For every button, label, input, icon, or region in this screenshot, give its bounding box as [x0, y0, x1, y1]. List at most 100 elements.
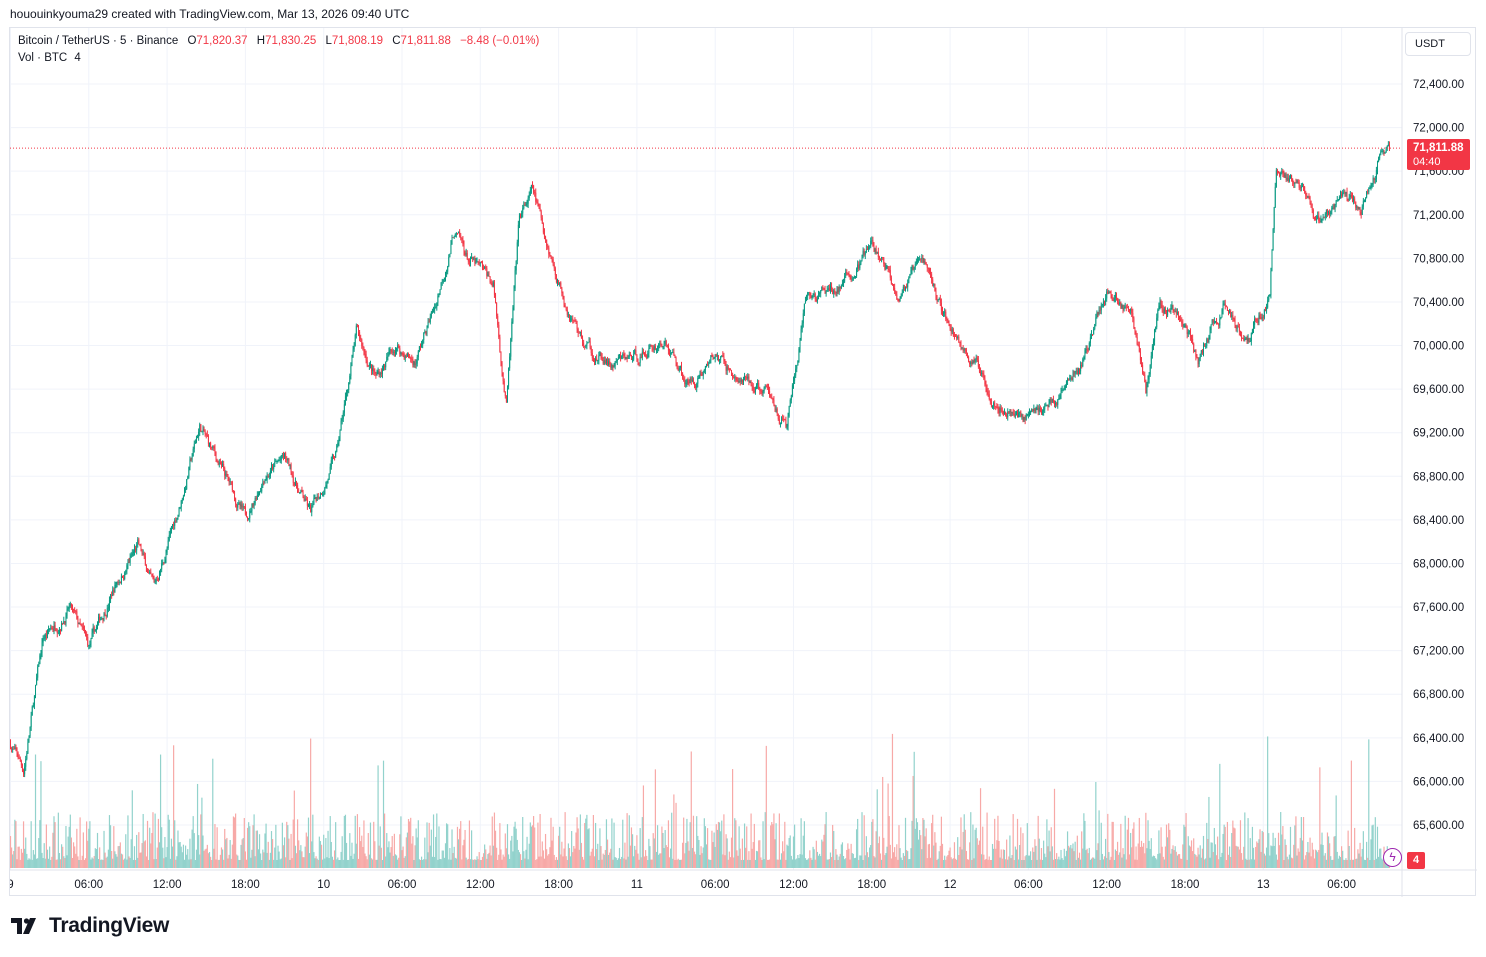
- candle-body: [1234, 319, 1236, 326]
- volume-bar: [935, 842, 937, 868]
- chart-frame[interactable]: 72,400.00 72,000.00 71,600.00 71,200.00 70,8…: [9, 27, 1477, 897]
- volume-bar: [184, 845, 187, 868]
- volume-bar: [600, 846, 602, 868]
- volume-bar: [337, 857, 339, 868]
- volume-bar: [574, 848, 576, 868]
- volume-bar: [517, 849, 519, 868]
- candle-body: [278, 460, 280, 462]
- volume-bar: [848, 848, 850, 868]
- volume-bar: [833, 831, 835, 868]
- candle-body: [1188, 330, 1190, 333]
- volume-bar: [1255, 846, 1257, 868]
- volume-bar: [936, 859, 938, 868]
- volume-bar: [64, 858, 66, 868]
- volume-bar: [477, 859, 479, 868]
- volume-bar: [852, 853, 854, 868]
- candle-body: [877, 251, 879, 258]
- volume-bar: [245, 859, 248, 868]
- candle-body: [406, 354, 408, 357]
- candle-body: [1033, 408, 1035, 411]
- volume-bar: [499, 823, 501, 868]
- candle-body: [922, 257, 924, 263]
- candle-body: [350, 365, 352, 376]
- candle-body: [434, 307, 436, 311]
- candle-body: [688, 382, 690, 384]
- volume-bar: [1307, 841, 1309, 868]
- candle-body: [928, 268, 930, 272]
- candle-body: [105, 615, 107, 617]
- candle-body: [1189, 330, 1191, 337]
- candle-body: [1371, 184, 1373, 187]
- candle-body: [241, 504, 243, 508]
- symbol-label[interactable]: Bitcoin / TetherUS · 5 · Binance: [18, 35, 179, 47]
- candle-body: [1231, 315, 1233, 317]
- candle-body: [748, 376, 750, 382]
- volume-bar: [1211, 842, 1213, 868]
- candle-body: [114, 584, 116, 592]
- candle-body: [857, 264, 859, 269]
- volume-bar: [286, 821, 288, 868]
- volume-bar: [231, 844, 233, 868]
- volume-bar: [125, 834, 127, 868]
- volume-bar: [1018, 859, 1020, 868]
- currency-button[interactable]: USDT: [1405, 32, 1471, 56]
- volume-bar: [878, 836, 881, 868]
- volume-bar: [448, 859, 450, 868]
- candle-body: [1045, 405, 1047, 407]
- volume-bar: [940, 816, 942, 868]
- volume-bar: [549, 847, 551, 868]
- volume-bar: [121, 854, 124, 868]
- volume-bar: [248, 822, 250, 868]
- flash-icon[interactable]: ϟ: [1383, 848, 1402, 867]
- candle-body: [575, 321, 577, 324]
- candle-body: [1303, 186, 1305, 188]
- candle-body: [1220, 316, 1222, 319]
- volume-bar: [962, 831, 964, 868]
- candle-body: [807, 292, 809, 296]
- candle-body: [1147, 379, 1149, 384]
- candle-body: [443, 277, 445, 280]
- volume-bar: [525, 849, 527, 868]
- volume-bar: [956, 859, 958, 868]
- volume-bar: [888, 816, 890, 868]
- candle-body: [54, 625, 56, 629]
- volume-bar: [1315, 850, 1318, 868]
- volume-bar: [151, 832, 153, 868]
- candle-body: [1163, 308, 1165, 314]
- volume-bar: [275, 824, 277, 868]
- candle-body: [993, 402, 995, 406]
- candle-body: [1292, 179, 1294, 183]
- volume-bar: [86, 821, 88, 868]
- price-chart[interactable]: 72,400.0072,000.0071,600.0071,200.0070,8…: [10, 28, 1477, 897]
- volume-bar: [601, 859, 603, 868]
- volume-bar: [1317, 852, 1319, 868]
- candle-body: [995, 406, 997, 408]
- candle-body: [893, 284, 895, 288]
- candle-body: [1055, 402, 1057, 405]
- volume-bar: [863, 815, 865, 868]
- candle-body: [624, 356, 626, 360]
- candle-body: [669, 350, 671, 355]
- candle-body: [1079, 368, 1081, 372]
- candle-body: [163, 562, 165, 564]
- volume-bar: [315, 856, 317, 868]
- volume-bar: [256, 830, 258, 868]
- candle-body: [305, 498, 307, 501]
- candle-body: [111, 595, 113, 596]
- volume-bar: [805, 859, 808, 868]
- candle-body: [1048, 403, 1050, 407]
- candle-body: [1081, 365, 1083, 367]
- candle-body: [1329, 212, 1331, 215]
- volume-bar: [500, 849, 502, 868]
- volume-bar: [182, 844, 185, 868]
- volume-label[interactable]: Vol · BTC: [18, 52, 68, 64]
- candle-body: [157, 579, 159, 581]
- volume-bar: [1177, 854, 1180, 868]
- volume-bar: [635, 849, 637, 868]
- volume-bar: [1158, 830, 1160, 868]
- candle-body: [1353, 198, 1355, 201]
- volume-bar: [148, 859, 150, 868]
- volume-bar: [785, 859, 787, 868]
- candle-body: [961, 348, 963, 350]
- candle-body: [1127, 307, 1129, 311]
